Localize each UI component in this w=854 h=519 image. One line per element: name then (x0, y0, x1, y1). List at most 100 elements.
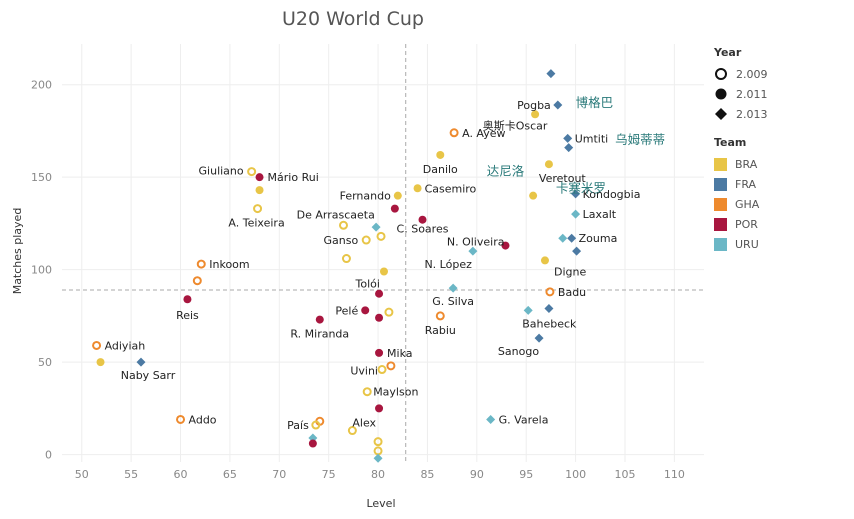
data-point[interactable] (531, 110, 540, 119)
data-point[interactable] (375, 348, 384, 357)
point-label: Danilo (423, 163, 458, 176)
point-label: Inkoom (209, 258, 249, 271)
point-label: 奥斯卡Oscar (483, 118, 548, 132)
point-label: Pogba (517, 99, 551, 112)
data-point[interactable] (361, 235, 371, 245)
data-point[interactable] (247, 167, 257, 177)
legend-team-fra[interactable]: FRA (714, 174, 768, 194)
data-point[interactable] (523, 305, 533, 315)
data-point[interactable] (362, 387, 372, 397)
data-point[interactable] (371, 222, 381, 232)
data-point[interactable] (96, 358, 105, 367)
point-label: Naby Sarr (121, 369, 176, 382)
data-point[interactable] (183, 295, 192, 304)
data-point[interactable] (255, 173, 264, 182)
data-point[interactable] (361, 306, 370, 315)
data-point[interactable] (572, 246, 582, 256)
data-point[interactable] (386, 361, 396, 371)
data-point[interactable] (373, 437, 383, 447)
data-point[interactable] (308, 439, 317, 448)
annotation-label: 乌姆蒂蒂 (615, 132, 665, 147)
data-point[interactable] (567, 233, 577, 243)
legend-year-2011[interactable]: 2.011 (714, 84, 768, 104)
point-label: A. Ayew (462, 127, 505, 140)
data-point[interactable] (341, 254, 351, 264)
x-tick-label: 60 (174, 468, 188, 481)
legend-team-por[interactable]: POR (714, 214, 768, 234)
point-label: Alex (352, 417, 376, 430)
data-point[interactable] (192, 276, 202, 286)
data-point[interactable] (435, 311, 445, 321)
x-tick-label: 110 (664, 468, 685, 481)
x-tick-label: 50 (75, 468, 89, 481)
data-point[interactable] (92, 340, 102, 350)
data-point[interactable] (436, 150, 445, 159)
data-point[interactable] (544, 160, 553, 169)
data-point[interactable] (448, 283, 458, 293)
point-label: Digne (554, 265, 586, 278)
point-label: Ganso (324, 234, 359, 247)
data-point[interactable] (501, 241, 510, 250)
point-label: N. Oliveira (447, 236, 505, 249)
data-point[interactable] (563, 133, 573, 143)
point-label: Kondogbia (583, 188, 641, 201)
data-point[interactable] (176, 414, 186, 424)
data-point[interactable] (468, 246, 478, 256)
data-point[interactable] (377, 365, 387, 375)
legend-year-label: 2.011 (736, 87, 768, 101)
point-label: Adiyiah (105, 339, 146, 352)
data-point[interactable] (347, 426, 357, 436)
data-point[interactable] (375, 289, 384, 298)
data-point[interactable] (338, 220, 348, 230)
point-label: Sanogo (498, 345, 539, 358)
point-label: Pelé (335, 304, 358, 317)
data-point[interactable] (373, 453, 383, 463)
y-tick-label: 150 (31, 171, 52, 184)
bra-swatch (714, 157, 727, 171)
legend-team-title: Team (714, 136, 747, 149)
x-tick-label: 85 (420, 468, 434, 481)
data-point[interactable] (418, 215, 427, 224)
legend-team-bra[interactable]: BRA (714, 154, 768, 174)
data-point[interactable] (311, 420, 321, 430)
data-point[interactable] (390, 204, 399, 213)
data-point[interactable] (545, 287, 555, 297)
data-point[interactable] (255, 186, 264, 195)
data-point[interactable] (486, 414, 496, 424)
x-tick-label: 70 (272, 468, 286, 481)
data-point[interactable] (375, 313, 384, 322)
data-point[interactable] (540, 256, 549, 265)
point-label: R. Miranda (290, 328, 349, 341)
data-point[interactable] (379, 267, 388, 276)
data-point[interactable] (136, 357, 146, 367)
data-point[interactable] (393, 191, 402, 200)
x-tick-label: 95 (519, 468, 533, 481)
data-point[interactable] (571, 189, 581, 199)
data-point[interactable] (534, 333, 544, 343)
gha-swatch (714, 197, 727, 211)
data-point[interactable] (553, 100, 563, 110)
point-label: G. Varela (499, 413, 549, 426)
data-point[interactable] (544, 303, 554, 313)
data-point[interactable] (571, 209, 581, 219)
data-point[interactable] (196, 259, 206, 269)
data-point[interactable] (564, 143, 574, 153)
data-point[interactable] (253, 204, 263, 214)
data-point[interactable] (376, 231, 386, 241)
data-point[interactable] (315, 315, 324, 324)
data-point[interactable] (546, 69, 556, 79)
data-point[interactable] (529, 191, 538, 200)
data-point[interactable] (384, 307, 394, 317)
data-point[interactable] (413, 184, 422, 193)
legend-team-gha[interactable]: GHA (714, 194, 768, 214)
legend-team-uru[interactable]: URU (714, 234, 768, 254)
legend-year-2013[interactable]: 2.013 (714, 104, 768, 124)
point-label: C. Soares (397, 223, 449, 236)
point-label: De Arrascaeta (297, 209, 375, 222)
data-point[interactable] (449, 128, 459, 138)
x-tick-label: 100 (565, 468, 586, 481)
point-label: Laxalt (583, 208, 617, 221)
legend-year-2009[interactable]: 2.009 (714, 64, 768, 84)
data-point[interactable] (375, 404, 384, 413)
data-point[interactable] (558, 233, 568, 243)
